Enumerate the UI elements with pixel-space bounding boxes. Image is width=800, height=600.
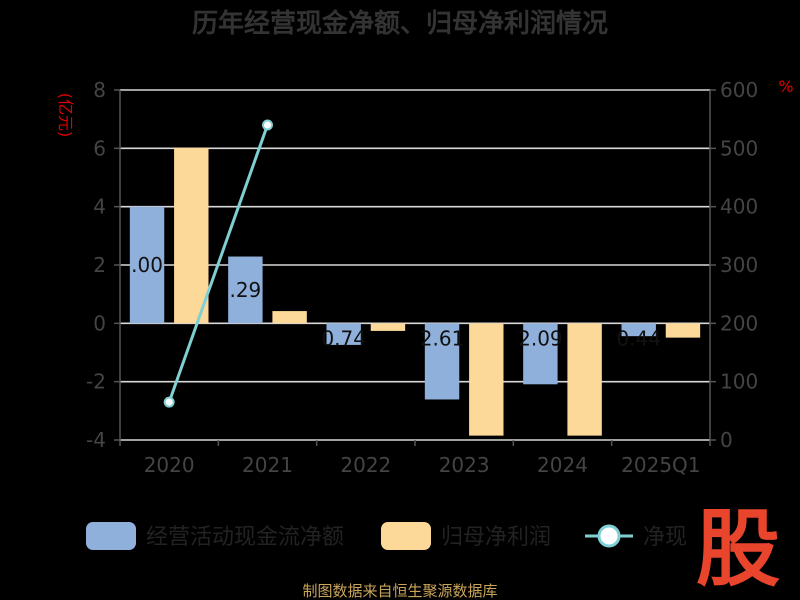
left-tick-label: 0 [93,311,106,335]
bar-cash-flow [326,323,361,345]
right-tick-label: 0 [720,428,733,452]
bar-net-profit [174,147,209,324]
data-label: 2.09 [518,326,563,350]
legend-label-cash-flow: 经营活动现金流净额 [146,525,344,550]
x-tick-label: 2025Q1 [621,453,700,477]
left-tick-label: 8 [93,78,106,102]
right-tick-label: 400 [720,195,758,219]
source-note: 制图数据来自恒生聚源数据库 [302,582,497,600]
legend-swatch-ratio-marker [597,524,621,548]
bar-cash-flow [228,256,263,324]
ratio-line [167,124,269,403]
legend: 经营活动现金流净额 归母净利润 净现 [86,522,687,550]
data-label: .00 [131,253,163,277]
left-tick-label: 2 [93,253,106,277]
bar-cash-flow [424,323,460,400]
right-axis-unit: % [778,77,793,96]
right-tick-label: 500 [720,136,758,160]
chart-title: 历年经营现金净额、归母净利润情况 [192,8,608,39]
left-tick-label: -2 [86,370,106,394]
x-tick-label: 2024 [537,453,588,477]
bar-net-profit [370,323,406,331]
legend-swatch-cash-flow [86,522,136,550]
bar-cash-flow [129,206,165,324]
legend-swatch-net-profit [381,522,431,550]
data-label: .29 [229,278,261,302]
bar-cash-flow [523,323,558,385]
left-axis-ticks: -4 -2 0 2 4 6 8 [86,78,106,452]
x-tick-label: 2022 [340,453,391,477]
left-tick-label: 4 [93,195,106,219]
right-tick-label: 600 [720,78,758,102]
line-series [163,119,273,408]
x-tick-label: 2021 [242,453,293,477]
ratio-point [163,396,175,408]
bar-net-profit [665,323,701,338]
bar-series [129,147,701,436]
right-axis-ticks: 0 100 200 300 400 500 600 [720,78,758,452]
bar-net-profit [272,311,307,324]
bar-net-profit [567,323,602,436]
right-tick-label: 300 [720,253,758,277]
x-tick-label: 2020 [144,453,195,477]
x-axis-ticks: 2020 2021 2022 2023 2024 2025Q1 [119,440,711,477]
data-label: 2.61 [420,326,465,350]
data-label: 0.74 [321,326,366,350]
legend-label-net-profit: 归母净利润 [441,525,551,550]
left-tick-label: 6 [93,136,106,160]
left-axis-unit: (亿元) [56,93,75,138]
ratio-point [262,119,273,131]
logo-mark: 股 [696,500,780,598]
bar-net-profit [469,323,504,436]
data-labels: .00 .29 0.74 2.61 2.09 0.44 [131,253,661,350]
left-tick-label: -4 [86,428,106,452]
right-tick-label: 100 [720,370,758,394]
legend-label-ratio: 净现 [643,525,687,550]
x-tick-label: 2023 [439,453,490,477]
data-label: 0.44 [616,326,661,350]
bar-cash-flow [621,323,656,337]
right-tick-label: 200 [720,311,758,335]
